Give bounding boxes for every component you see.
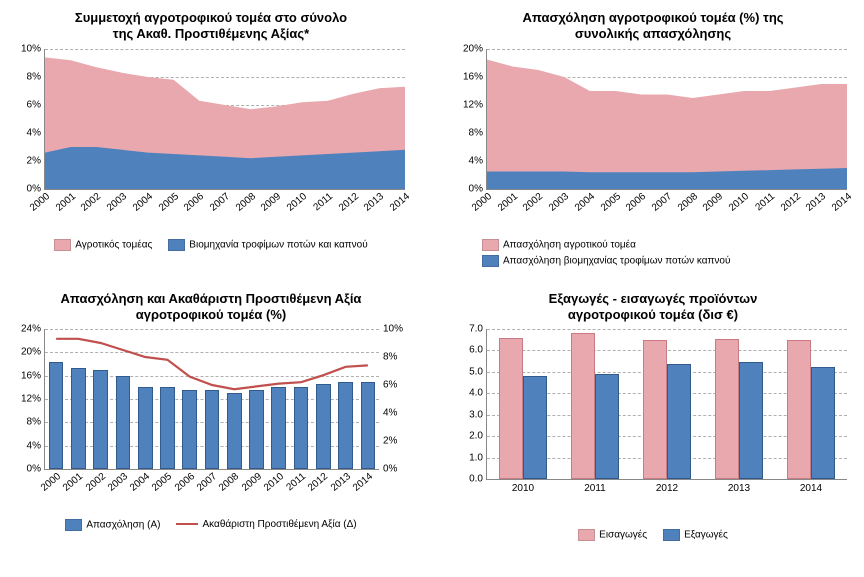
swatch-icon xyxy=(578,529,595,541)
legend-br: Εισαγωγές Εξαγωγές xyxy=(452,529,854,541)
line-swatch-icon xyxy=(176,523,198,525)
legend-item: Βιομηχανία τροφίμων ποτών και καπνού xyxy=(168,239,367,251)
chart-tl: 0%2%4%6%8%10%200020012002200320042005200… xyxy=(10,49,412,213)
chart-title: Απασχόληση και Ακαθάριστη Προστιθέμενη Α… xyxy=(10,291,412,324)
swatch-icon xyxy=(482,239,499,251)
panel-top-right: Απασχόληση αγροτροφικού τομέα (%) της συ… xyxy=(452,10,854,267)
legend-tr: Απασχόληση αγροτικού τομέα Απασχόληση βι… xyxy=(482,239,854,267)
chart-bl: 0%4%8%12%16%20%24%0%2%4%6%8%10%200020012… xyxy=(10,329,412,493)
legend-bl: Απασχόληση (Α) Ακαθάριστη Προστιθέμενη Α… xyxy=(10,519,412,531)
legend-item: Απασχόληση (Α) xyxy=(65,519,160,531)
swatch-icon xyxy=(168,239,185,251)
legend-item: Απασχόληση βιομηχανίας τροφίμων ποτών κα… xyxy=(482,255,730,267)
chart-title: Απασχόληση αγροτροφικού τομέα (%) της συ… xyxy=(452,10,854,43)
chart-tr: 0%4%8%12%16%20%2000200120022003200420052… xyxy=(452,49,854,213)
swatch-icon xyxy=(65,519,82,531)
legend-item: Εξαγωγές xyxy=(663,529,728,541)
chart-br: 0.01.02.03.04.05.06.07.02010201120122013… xyxy=(452,329,854,503)
dashboard-grid: Συμμετοχή αγροτροφικού τομέα στο σύνολο … xyxy=(10,10,854,541)
swatch-icon xyxy=(663,529,680,541)
chart-title: Εξαγωγές - εισαγωγές προϊόντων αγροτροφι… xyxy=(452,291,854,324)
swatch-icon xyxy=(482,255,499,267)
panel-top-left: Συμμετοχή αγροτροφικού τομέα στο σύνολο … xyxy=(10,10,412,267)
chart-title: Συμμετοχή αγροτροφικού τομέα στο σύνολο … xyxy=(10,10,412,43)
panel-bottom-left: Απασχόληση και Ακαθάριστη Προστιθέμενη Α… xyxy=(10,291,412,542)
swatch-icon xyxy=(54,239,71,251)
legend-item: Αγροτικός τομέας xyxy=(54,239,152,251)
legend-item: Απασχόληση αγροτικού τομέα xyxy=(482,239,636,251)
legend-tl: Αγροτικός τομέας Βιομηχανία τροφίμων ποτ… xyxy=(10,239,412,251)
legend-item: Ακαθάριστη Προστιθέμενη Αξία (Δ) xyxy=(176,519,356,531)
legend-item: Εισαγωγές xyxy=(578,529,647,541)
panel-bottom-right: Εξαγωγές - εισαγωγές προϊόντων αγροτροφι… xyxy=(452,291,854,542)
